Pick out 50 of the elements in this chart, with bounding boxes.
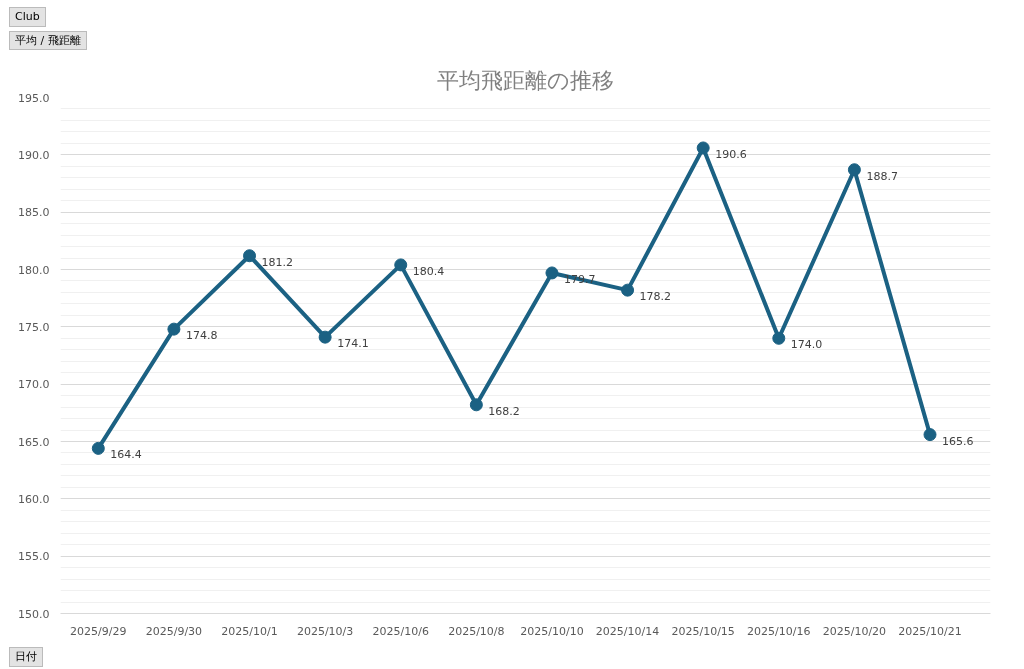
point [469,398,483,412]
point [847,163,861,177]
x-tick-label: 2025/10/3 [296,624,354,638]
y-tick-label: 170.0 [18,378,50,392]
x-tick-label: 2025/10/15 [671,624,735,638]
y-tick-label: 195.0 [18,91,50,105]
point [167,322,181,336]
y-tick-label: 180.0 [18,263,50,277]
x-tick-label: 2025/10/21 [898,624,962,638]
data-label: 188.7 [866,169,898,183]
point [243,249,257,263]
point [621,283,635,297]
y-tick-label: 190.0 [18,148,50,162]
data-label: 178.2 [639,290,672,304]
data-label: 174.8 [185,329,218,343]
data-label: 180.4 [412,264,445,278]
text: Club [9,7,46,27]
x-tick-label: 2025/9/30 [145,624,203,638]
point [91,441,105,455]
data-label: 168.2 [488,404,520,418]
y-tick-label: 155.0 [18,550,50,564]
y-tick-label: 185.0 [18,206,50,220]
data-label: 164.4 [110,448,142,462]
point [772,331,786,345]
point [545,266,559,280]
x-tick-label: 2025/10/6 [372,624,429,638]
point [923,428,937,442]
data-label: 179.7 [563,272,596,286]
x-tick-label: 2025/10/16 [747,624,811,638]
text: 日付 [9,647,43,667]
point [318,330,332,344]
data-label: 174.1 [337,337,369,351]
data-label: 165.6 [942,434,974,448]
y-tick-label: 175.0 [18,320,50,334]
data-label: 190.6 [715,147,747,161]
y-tick-label: 150.0 [18,607,50,621]
data-label: 174.0 [790,338,823,352]
data-label: 181.2 [261,255,294,269]
x-tick-label: 2025/10/14 [595,624,660,638]
y-tick-label: 165.0 [18,435,50,449]
y-tick-label: 160.0 [18,492,50,506]
x-tick-label: 2025/10/10 [520,624,584,638]
x-tick-label: 2025/10/1 [221,624,278,638]
x-tick-label: 2025/10/20 [822,624,887,638]
point [696,141,710,155]
x-tick-label: 2025/9/29 [70,624,127,638]
x-tick-label: 2025/10/8 [448,624,505,638]
point [394,258,408,272]
chart-title: 平均飛距離の推移 [437,67,614,93]
text: 平均 / 飛距離 [9,30,87,51]
